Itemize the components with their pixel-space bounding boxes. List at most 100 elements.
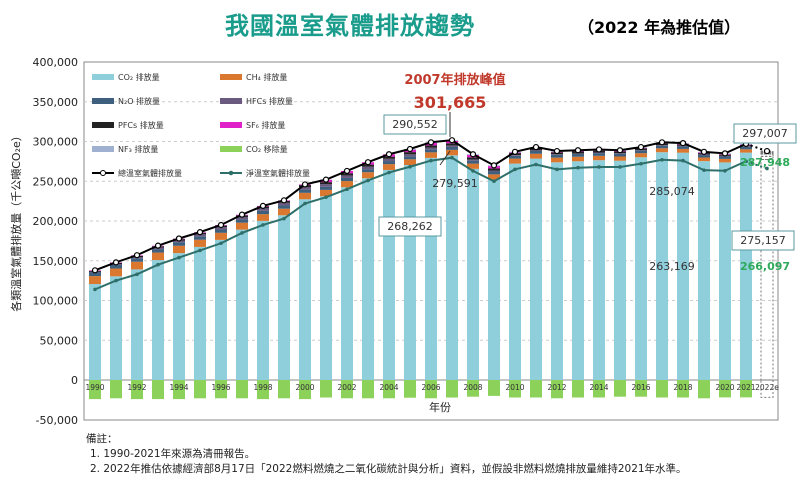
net-point [408, 164, 412, 169]
bar-n2o-2013 [572, 154, 584, 157]
bar-removal-1997 [236, 380, 248, 399]
bar-ch4-2002 [341, 181, 353, 188]
bar-n2o-2011 [530, 150, 542, 154]
net-point [114, 278, 118, 283]
bar-removal-1990 [89, 380, 101, 400]
total-point [406, 145, 414, 153]
bar-ch4-1993 [152, 252, 164, 261]
bar-removal-2010 [509, 380, 521, 398]
net-point [156, 262, 160, 267]
net-point [765, 166, 769, 171]
net-point [387, 170, 391, 175]
bar-co2-2015 [614, 160, 626, 380]
y-tick-label: 100,000 [33, 295, 79, 308]
bar-co2-2000 [299, 199, 311, 380]
bar-pfc-2005 [404, 152, 416, 155]
net-point [366, 178, 370, 183]
net-point [219, 241, 223, 246]
bar-co2-2002 [341, 187, 353, 380]
bar-hfc-1999 [278, 202, 290, 206]
legend-swatch [220, 74, 242, 80]
note-1: 1. 1990-2021年來源為清冊報告。 [90, 448, 256, 460]
bar-n2o-1992 [131, 258, 143, 262]
bar-n2o-2007 [446, 146, 458, 150]
bar-n2o-2012 [551, 154, 563, 158]
legend-marker [100, 170, 106, 176]
bar-hfc-2003 [362, 166, 374, 170]
net-point [261, 223, 265, 227]
bar-removal-1992 [131, 380, 143, 400]
bar-ch4-1991 [110, 268, 122, 277]
total-point [511, 148, 519, 155]
bar-n2o-2018 [677, 146, 689, 149]
bar-pfc-2001 [320, 182, 332, 185]
bar-removal-2001 [320, 380, 332, 398]
total-point [133, 252, 141, 259]
bar-hfc-2011 [530, 150, 542, 151]
bar-hfc-2012 [551, 154, 563, 155]
bar-ch4-1992 [131, 261, 143, 270]
bar-ch4-2020 [719, 158, 731, 163]
total-point [721, 150, 729, 157]
x-tick-label: 2018 [673, 383, 692, 392]
x-tick-label: 2004 [379, 383, 398, 392]
total-line-projected [745, 142, 768, 153]
bar-ch4-2005 [404, 159, 416, 166]
bar-hfc-2007 [446, 145, 458, 147]
bar-hfc-2014 [593, 152, 605, 154]
bar-pfc-2003 [362, 164, 374, 167]
bar-ch4-2008 [467, 163, 479, 169]
total-point [553, 147, 561, 155]
bar-co2-2013 [572, 161, 584, 380]
bar-removal-2021 [740, 380, 752, 398]
legend-label: HFCs 排放量 [246, 96, 293, 106]
legend-swatch [220, 146, 242, 152]
bar-removal-2020 [719, 380, 731, 398]
x-tick-label: 2016 [631, 383, 650, 392]
bar-n2o-2002 [341, 177, 353, 182]
bar-ch4-2018 [677, 148, 689, 153]
x-tick-label: 1994 [169, 383, 188, 392]
y-tick-label: 50,000 [40, 334, 79, 347]
bar-n2o-1993 [152, 249, 164, 253]
x-axis-label: 年份 [429, 400, 451, 414]
bar-removal-1996 [215, 380, 227, 399]
net-point [177, 255, 181, 260]
net-line [94, 156, 747, 291]
label-2021-total: 297,007 [742, 127, 788, 140]
bar-co2-1992 [131, 269, 143, 380]
bar-n2o-2021 [740, 146, 752, 150]
x-tick-label: 1998 [253, 383, 272, 392]
bar-ch4-2016 [635, 153, 647, 158]
net-point [744, 159, 748, 164]
bar-removal-2002 [341, 380, 353, 399]
total-point [385, 151, 393, 158]
bar-ch4-1999 [278, 208, 290, 216]
bar-removal-2003 [362, 380, 374, 399]
bar-hfc-1995 [194, 234, 206, 237]
bar-removal-2012 [551, 380, 563, 399]
bar-ch4-1994 [173, 245, 185, 254]
bar-n2o-2008 [467, 160, 479, 164]
bar-removal-2013 [572, 380, 584, 398]
bar-ch4-2011 [530, 153, 542, 159]
bar-n2o-2003 [362, 169, 374, 173]
bar-removal-1991 [110, 380, 122, 399]
bar-n2o-2017 [656, 145, 668, 149]
bar-co2-2018 [677, 152, 689, 380]
bar-co2-1997 [236, 229, 248, 380]
bar-hfc-2017 [656, 145, 668, 146]
bar-hfc-2016 [635, 149, 647, 151]
legend-marker [228, 170, 234, 176]
bar-pfc-2004 [383, 156, 395, 159]
bar-ch4-2004 [383, 164, 395, 170]
bar-hfc-2009 [488, 170, 500, 172]
x-tick-label: 2012 [547, 383, 566, 392]
bar-removal-2008 [467, 380, 479, 397]
bar-n2o-2015 [614, 153, 626, 157]
bar-ch4-2001 [320, 189, 332, 197]
bar-n2o-2020 [719, 156, 731, 159]
total-point [91, 267, 99, 274]
net-point [639, 161, 643, 166]
net-point [135, 272, 139, 277]
